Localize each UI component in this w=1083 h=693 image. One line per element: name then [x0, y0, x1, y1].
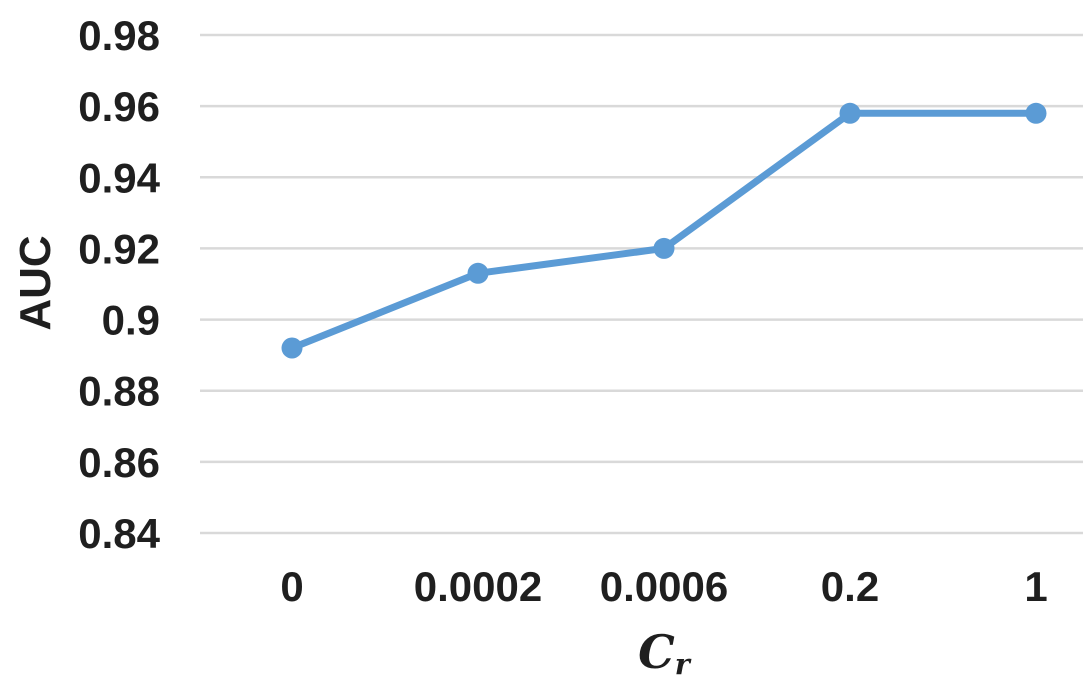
x-axis-title-subscript: r [674, 647, 690, 682]
y-tick-label: 0.9 [102, 297, 160, 344]
y-tick-label: 0.86 [78, 439, 160, 486]
series-line [288, 109, 1040, 352]
data-point-marker [467, 262, 489, 284]
y-axis-title: AUC [11, 235, 60, 331]
data-point-marker [281, 337, 303, 359]
x-tick-label: 1 [1024, 563, 1047, 610]
y-tick-label: 0.88 [78, 368, 160, 415]
data-point-marker [1025, 102, 1047, 124]
x-axis-title: Cr [638, 625, 690, 681]
y-tick-label: 0.92 [78, 225, 160, 272]
x-tick-label: 0.0006 [600, 563, 728, 610]
y-tick-label: 0.96 [78, 83, 160, 130]
data-point-marker [653, 237, 675, 259]
x-axis-title-symbol: C [638, 624, 675, 679]
x-tick-label: 0.2 [821, 563, 879, 610]
y-tick-label: 0.98 [78, 12, 160, 59]
y-tick-label: 0.84 [78, 510, 160, 557]
x-tick-label: 0 [280, 563, 303, 610]
data-point-marker [839, 102, 861, 124]
x-tick-label: 0.0002 [414, 563, 542, 610]
y-tick-label: 0.94 [78, 154, 160, 201]
